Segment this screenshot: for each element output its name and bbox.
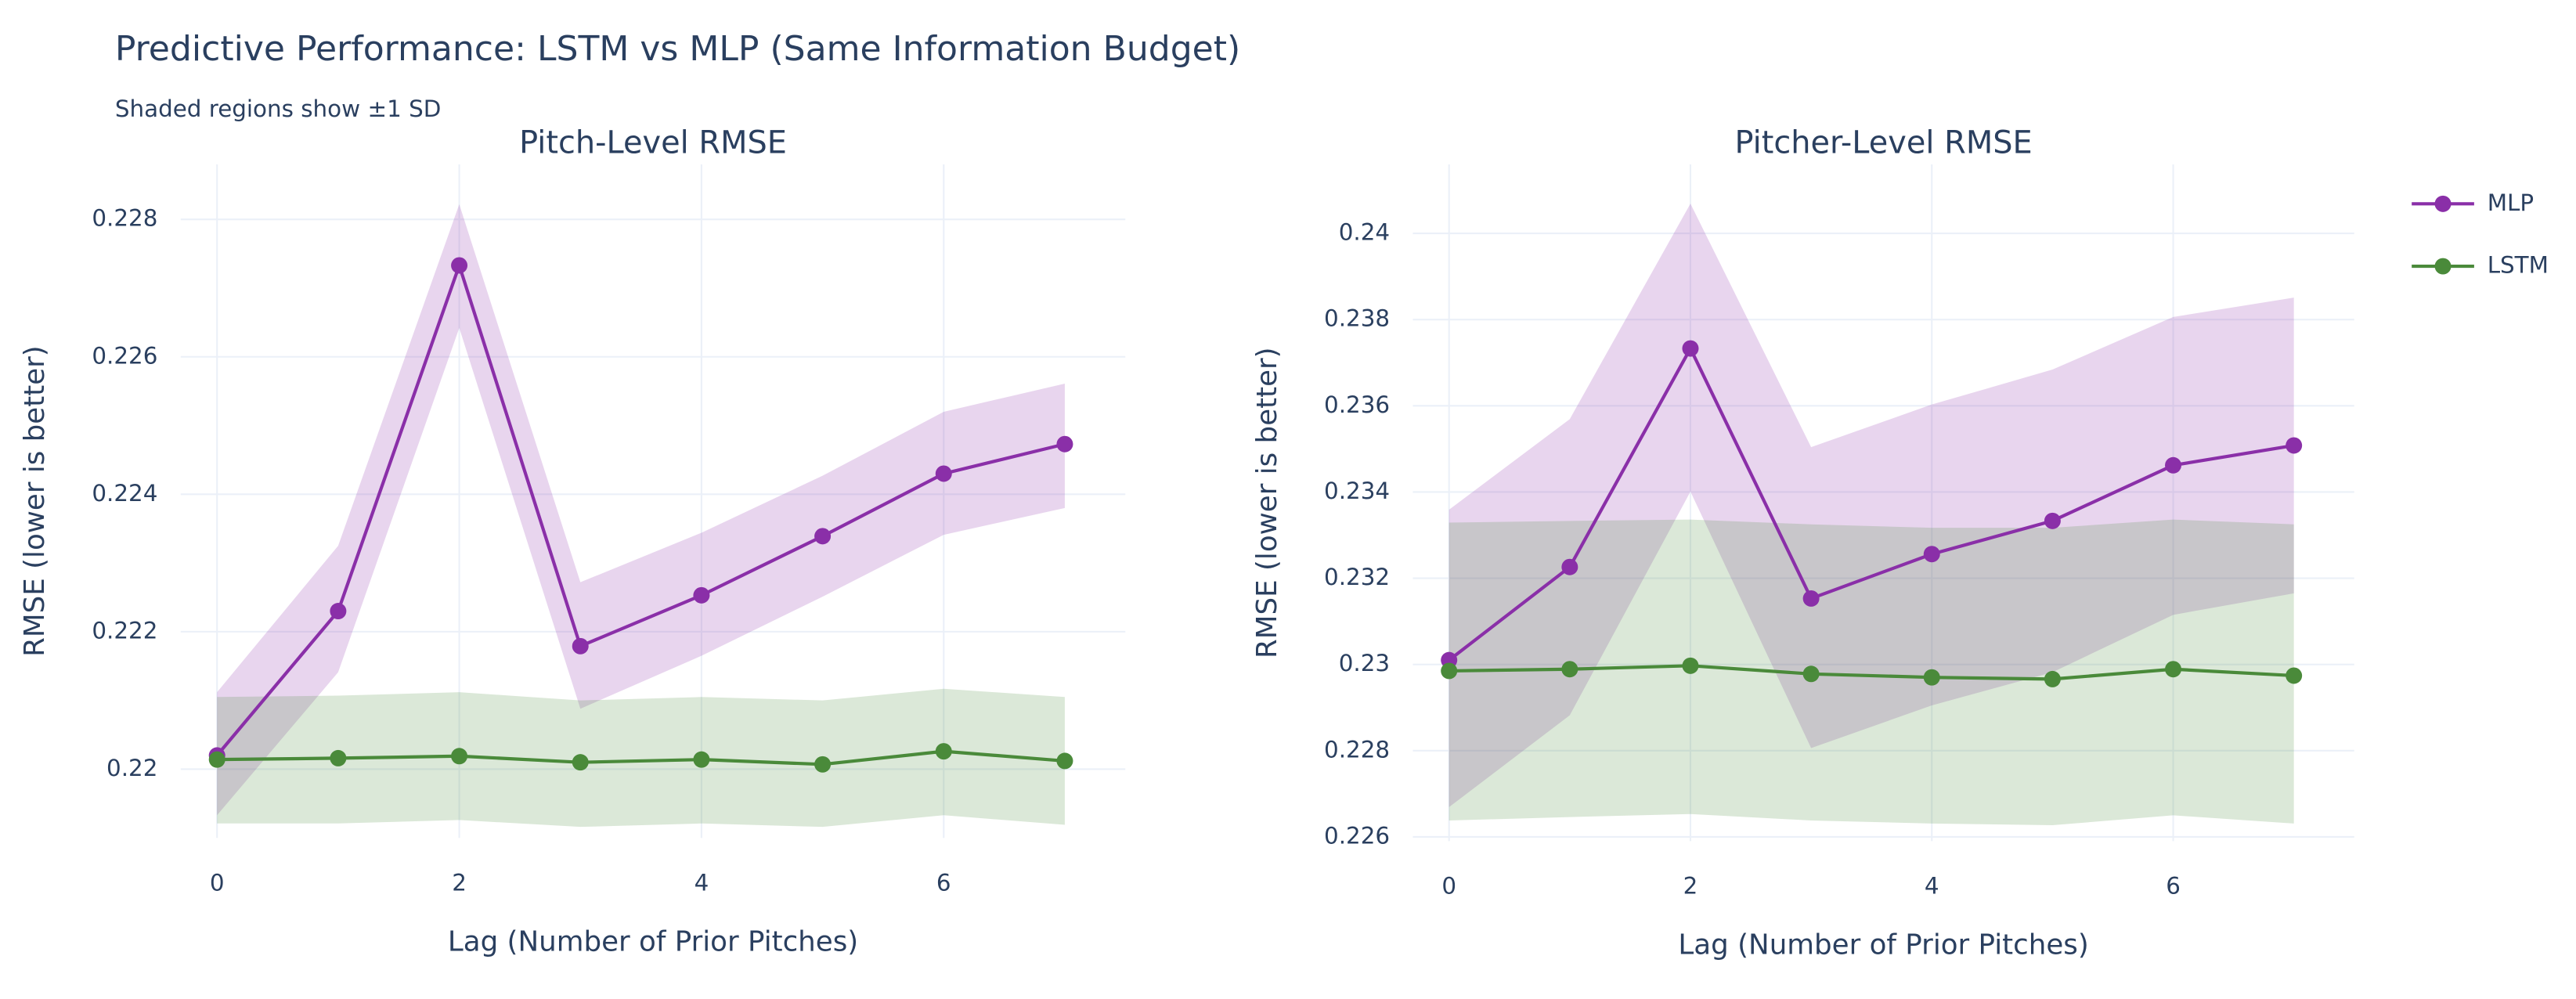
y-tick-label: 0.228 (92, 205, 157, 232)
data-point (1802, 590, 1820, 607)
y-tick-label: 0.23 (1339, 650, 1390, 676)
data-point (1561, 558, 1578, 575)
x-axis-title: Lag (Number of Prior Pitches) (448, 926, 858, 958)
y-tick-label: 0.224 (92, 480, 157, 507)
y-tick-label: 0.226 (1324, 822, 1390, 849)
data-point (2044, 512, 2061, 529)
x-tick-label: 6 (2166, 873, 2181, 900)
chart-title: Pitch-Level RMSE (519, 124, 787, 160)
data-point (935, 465, 952, 482)
figure-subtitle: Shaded regions show ±1 SD (115, 96, 441, 122)
x-tick-label: 6 (936, 869, 951, 896)
series-line (215, 260, 1066, 757)
chart-title: Pitcher-Level RMSE (1734, 124, 2032, 160)
data-point (451, 257, 468, 274)
y-tick-label: 0.226 (92, 342, 157, 369)
data-point (572, 637, 589, 655)
y-tick-label: 0.222 (92, 617, 157, 644)
data-point (814, 756, 832, 773)
data-point (693, 751, 710, 768)
data-point (693, 586, 710, 604)
data-point (1923, 669, 1940, 686)
series-line (1449, 664, 2294, 681)
data-point (1441, 662, 1458, 680)
y-axis-title: RMSE (lower is better) (1251, 347, 1283, 658)
y-axis-title: RMSE (lower is better) (19, 345, 51, 657)
y-tick-label: 0.236 (1324, 391, 1390, 418)
sd-band (1449, 519, 2294, 826)
data-point (2165, 456, 2182, 474)
sd-band (217, 688, 1065, 828)
y-tick-label: 0.232 (1324, 564, 1390, 590)
legend-label: MLP (2488, 189, 2534, 216)
series-line (1448, 344, 2295, 662)
data-point (935, 743, 952, 760)
y-tick-label: 0.228 (1324, 736, 1390, 763)
x-tick-label: 0 (1441, 873, 1456, 900)
data-point (1561, 661, 1578, 678)
data-point (208, 751, 225, 768)
data-point (2286, 667, 2303, 684)
data-point (1802, 665, 1820, 683)
series-line (217, 749, 1066, 766)
legend-label: LSTM (2488, 252, 2549, 279)
y-tick-label: 0.22 (106, 755, 157, 781)
data-point (330, 749, 347, 766)
data-point (572, 754, 589, 771)
data-point (1056, 435, 1073, 453)
y-tick-label: 0.234 (1324, 478, 1390, 504)
sd-band (217, 204, 1065, 816)
data-point (1923, 546, 1940, 563)
x-tick-label: 4 (1925, 873, 1939, 900)
y-tick-label: 0.238 (1324, 305, 1390, 332)
data-point (2286, 437, 2303, 454)
legend-marker (2434, 195, 2452, 212)
x-tick-label: 2 (452, 869, 467, 896)
x-tick-label: 2 (1683, 873, 1698, 900)
data-point (1682, 657, 1699, 674)
data-point (1056, 752, 1073, 770)
y-tick-label: 0.24 (1339, 219, 1390, 246)
legend-marker (2434, 258, 2452, 275)
figure-title: Predictive Performance: LSTM vs MLP (Sam… (115, 29, 1240, 69)
data-point (1682, 340, 1699, 357)
sd-band (1449, 204, 2294, 807)
data-point (2165, 661, 2182, 678)
data-point (330, 603, 347, 620)
data-point (451, 748, 468, 765)
data-point (814, 528, 832, 545)
x-tick-label: 0 (210, 869, 225, 896)
x-axis-title: Lag (Number of Prior Pitches) (1678, 929, 2088, 961)
x-tick-label: 4 (695, 869, 709, 896)
data-point (2044, 670, 2061, 687)
